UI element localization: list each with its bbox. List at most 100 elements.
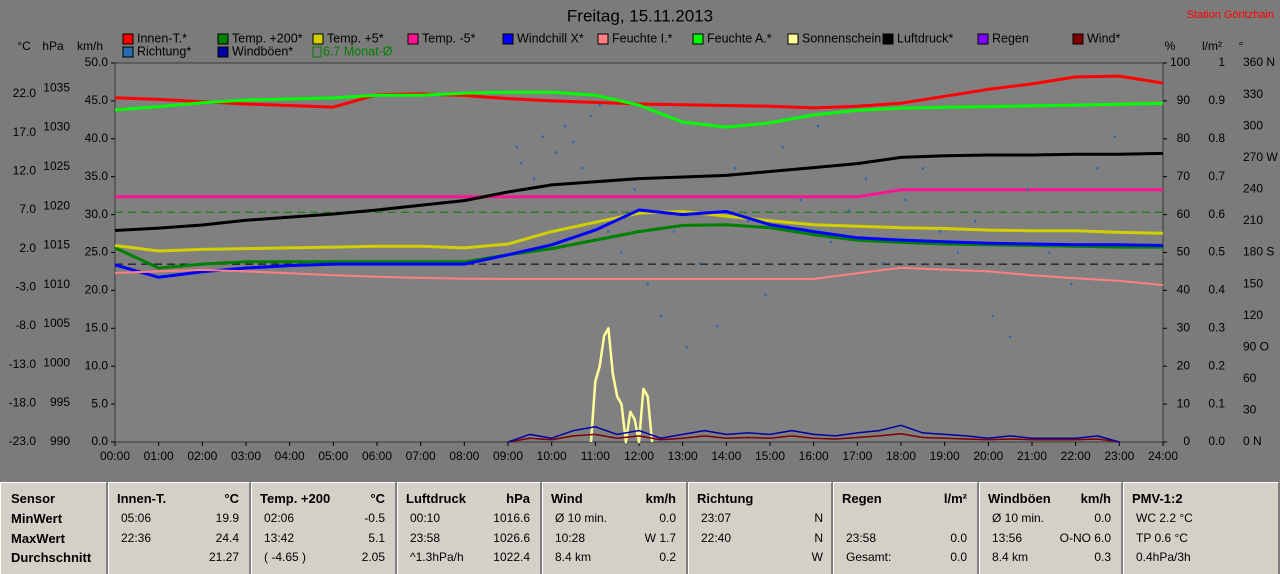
- direction-dot: [598, 103, 601, 107]
- axis-unit: °: [1239, 39, 1244, 53]
- row-value: N: [814, 530, 823, 545]
- legend-label: Temp. -5*: [422, 31, 476, 45]
- row-label: 13:42: [264, 530, 295, 545]
- row-label: 23:58: [846, 530, 877, 545]
- x-tick-label: 11:00: [581, 449, 610, 463]
- stats-panel: Wind km/h Ø 10 min. 0.0 10:28 W 1.7 8.4 km 0.2: [542, 482, 687, 574]
- row-label: MaxWert: [11, 530, 65, 546]
- y-tick-label: 1030: [43, 120, 70, 134]
- row-label: 8.4 km: [992, 550, 1029, 564]
- series-line: [114, 210, 1164, 253]
- stats-panel: Sensor MinWert MaxWert Durchschnitt: [0, 482, 107, 574]
- legend-swatch: [122, 46, 134, 58]
- y-tick-label: 45.0: [85, 93, 109, 107]
- y-tick-label: 0.4: [1208, 283, 1225, 297]
- y-tick-label: 30: [1177, 320, 1191, 334]
- row-value: 0.2: [659, 550, 676, 564]
- direction-dot: [1048, 251, 1051, 254]
- panel-unit: km/h: [1080, 491, 1111, 506]
- panel-header: Richtung: [697, 491, 754, 506]
- y-tick-label: 1010: [43, 277, 70, 291]
- legend-label: Luftdruck*: [897, 31, 953, 45]
- y-tick-label: -13.0: [9, 357, 37, 371]
- legend-swatch: [122, 33, 134, 45]
- y-tick-label: 330: [1243, 87, 1263, 101]
- stats-panel: Temp. +200 °C 02:06 -0.5 13:42 5.1 ( -4.65 ) 2.…: [251, 482, 396, 574]
- row-value: 2.05: [361, 550, 385, 564]
- series-line: [114, 151, 1164, 232]
- x-tick-label: 21:00: [1017, 449, 1047, 463]
- direction-dot: [554, 151, 558, 154]
- y-tick-label: 1020: [43, 198, 70, 212]
- row-value: W 1.7: [644, 530, 676, 545]
- legend-label: Windböen*: [232, 44, 293, 58]
- series-line: [589, 327, 654, 444]
- series-line: [115, 188, 1163, 199]
- y-tick-label: 0.2: [1208, 358, 1225, 372]
- legend-label: Innen-T.*: [137, 31, 187, 45]
- direction-dot: [864, 177, 868, 181]
- direction-dot: [816, 124, 820, 128]
- row-label: ( -4.65 ): [264, 550, 307, 564]
- y-tick-label: 0.8: [1208, 131, 1225, 145]
- y-tick-label: 40.0: [85, 131, 109, 145]
- row-value: N: [814, 511, 823, 525]
- row-label: Gesamt:: [846, 550, 892, 564]
- y-tick-label: 22.0: [13, 86, 37, 100]
- y-tick-label: -23.0: [9, 434, 37, 448]
- direction-dot: [882, 261, 885, 265]
- row-value: 0.0: [1094, 511, 1111, 525]
- panel-header: Regen: [842, 491, 882, 506]
- row-value: 24.4: [215, 530, 239, 545]
- y-tick-label: 2.0: [19, 241, 36, 255]
- x-tick-label: 23:00: [1104, 449, 1134, 463]
- direction-dot: [1070, 282, 1073, 286]
- axis-unit: km/h: [77, 39, 103, 53]
- direction-dot: [799, 198, 802, 202]
- panel-header: Sensor: [11, 491, 56, 506]
- x-tick-label: 12:00: [624, 449, 654, 463]
- direction-dot: [659, 314, 663, 317]
- row-value: 0.3: [1094, 550, 1111, 564]
- row-value: W: [811, 550, 823, 564]
- row-label: MinWert: [11, 511, 63, 526]
- x-tick-label: 15:00: [755, 449, 785, 463]
- y-tick-label: 100: [1170, 55, 1190, 69]
- legend-label: Feuchte I.*: [612, 31, 673, 45]
- y-tick-label: 0.1: [1208, 396, 1225, 410]
- direction-dot: [716, 324, 719, 328]
- y-tick-label: 1000: [43, 356, 70, 370]
- row-label: 8.4 km: [555, 550, 592, 564]
- panel-header: PMV-1:2: [1132, 491, 1183, 506]
- legend-label: Wind*: [1087, 31, 1120, 45]
- y-tick-label: -18.0: [9, 395, 37, 409]
- y-tick-label: 180 S: [1243, 245, 1274, 259]
- y-tick-label: 30: [1243, 403, 1257, 417]
- y-tick-label: 10.0: [85, 358, 109, 372]
- series-line: [507, 424, 1120, 443]
- stats-panel: PMV-1:2 WC 2.2 °C TP 0.6 °C 0.4hPa/3h: [1123, 482, 1279, 574]
- legend-swatch: [882, 33, 894, 45]
- row-label: 13:56: [992, 530, 1023, 545]
- stats-panel: Innen-T. °C 05:06 19.9 22:36 24.4 21.27: [108, 482, 250, 574]
- direction-dot: [519, 161, 523, 165]
- panel-header: Innen-T.: [117, 491, 167, 506]
- panel-unit: km/h: [645, 491, 676, 506]
- x-tick-label: 16:00: [799, 449, 829, 463]
- y-tick-label: 20.0: [85, 283, 109, 297]
- station-name: Station Göritzhain: [1187, 9, 1274, 21]
- legend-swatch: [312, 33, 324, 45]
- direction-dot: [829, 240, 833, 244]
- y-tick-label: 50.0: [85, 55, 109, 69]
- direction-dot: [991, 314, 994, 317]
- row-label: 22:40: [701, 530, 732, 545]
- legend-swatch: [407, 33, 419, 45]
- panel-unit: °C: [224, 491, 239, 506]
- direction-dot: [1113, 135, 1117, 138]
- legend-label: Sonnenschein: [802, 31, 881, 45]
- y-tick-label: 0.6: [1208, 207, 1225, 221]
- x-tick-label: 06:00: [362, 449, 392, 463]
- row-value: 0.0: [950, 550, 967, 564]
- direction-dot: [1096, 166, 1099, 170]
